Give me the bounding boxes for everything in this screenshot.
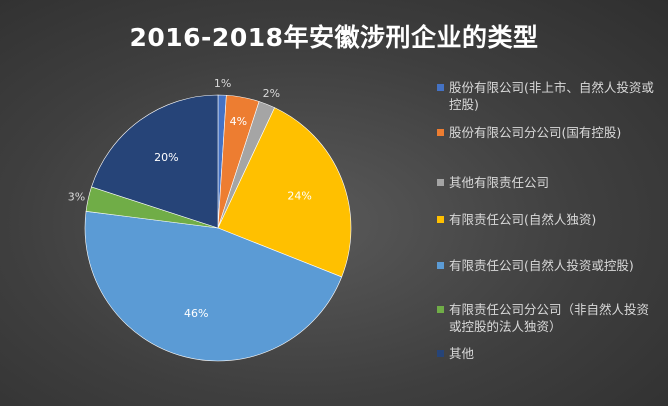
legend-swatch-0 [437, 84, 444, 91]
data-label-3: 24% [287, 190, 311, 203]
data-label-2: 2% [263, 87, 280, 100]
legend-swatch-2 [437, 179, 444, 186]
pie-slice-4 [84, 210, 343, 362]
legend-item-0: 股份有限公司(非上市、自然人投资或控股) [437, 79, 654, 113]
legend-item-4: 有限责任公司(自然人投资或控股) [437, 257, 654, 274]
legend-swatch-3 [437, 216, 444, 223]
chart-title: 2016-2018年安徽涉刑企业的类型 [129, 23, 539, 52]
legend-label-6: 其他 [449, 346, 475, 361]
data-label-0: 1% [214, 77, 231, 90]
legend-item-3: 有限责任公司(自然人独资) [437, 211, 654, 228]
data-label-6: 20% [154, 151, 178, 164]
legend-label-4: 有限责任公司(自然人投资或控股) [449, 258, 634, 273]
legend-label-2: 其他有限责任公司 [449, 175, 550, 190]
legend-label-3: 有限责任公司(自然人独资) [449, 212, 597, 227]
legend-item-5: 有限责任公司分公司（非自然人投资或控股的法人独资） [437, 301, 654, 335]
pie-slice-6 [91, 94, 219, 229]
legend-label-0: 股份有限公司(非上市、自然人投资或控股) [449, 80, 654, 112]
legend-swatch-5 [437, 306, 444, 313]
legend-item-6: 其他 [437, 345, 654, 362]
legend-label-1: 股份有限公司分公司(国有控股) [449, 125, 622, 140]
data-label-1: 4% [230, 115, 247, 128]
data-label-4: 46% [184, 307, 208, 320]
legend-swatch-6 [437, 350, 444, 357]
legend-label-5: 有限责任公司分公司（非自然人投资或控股的法人独资） [449, 302, 650, 334]
legend-item-1: 股份有限公司分公司(国有控股) [437, 124, 654, 141]
data-label-5: 3% [68, 190, 85, 203]
legend-swatch-1 [437, 129, 444, 136]
legend-swatch-4 [437, 262, 444, 269]
legend-item-2: 其他有限责任公司 [437, 174, 654, 191]
pie-slice-3 [217, 107, 352, 278]
